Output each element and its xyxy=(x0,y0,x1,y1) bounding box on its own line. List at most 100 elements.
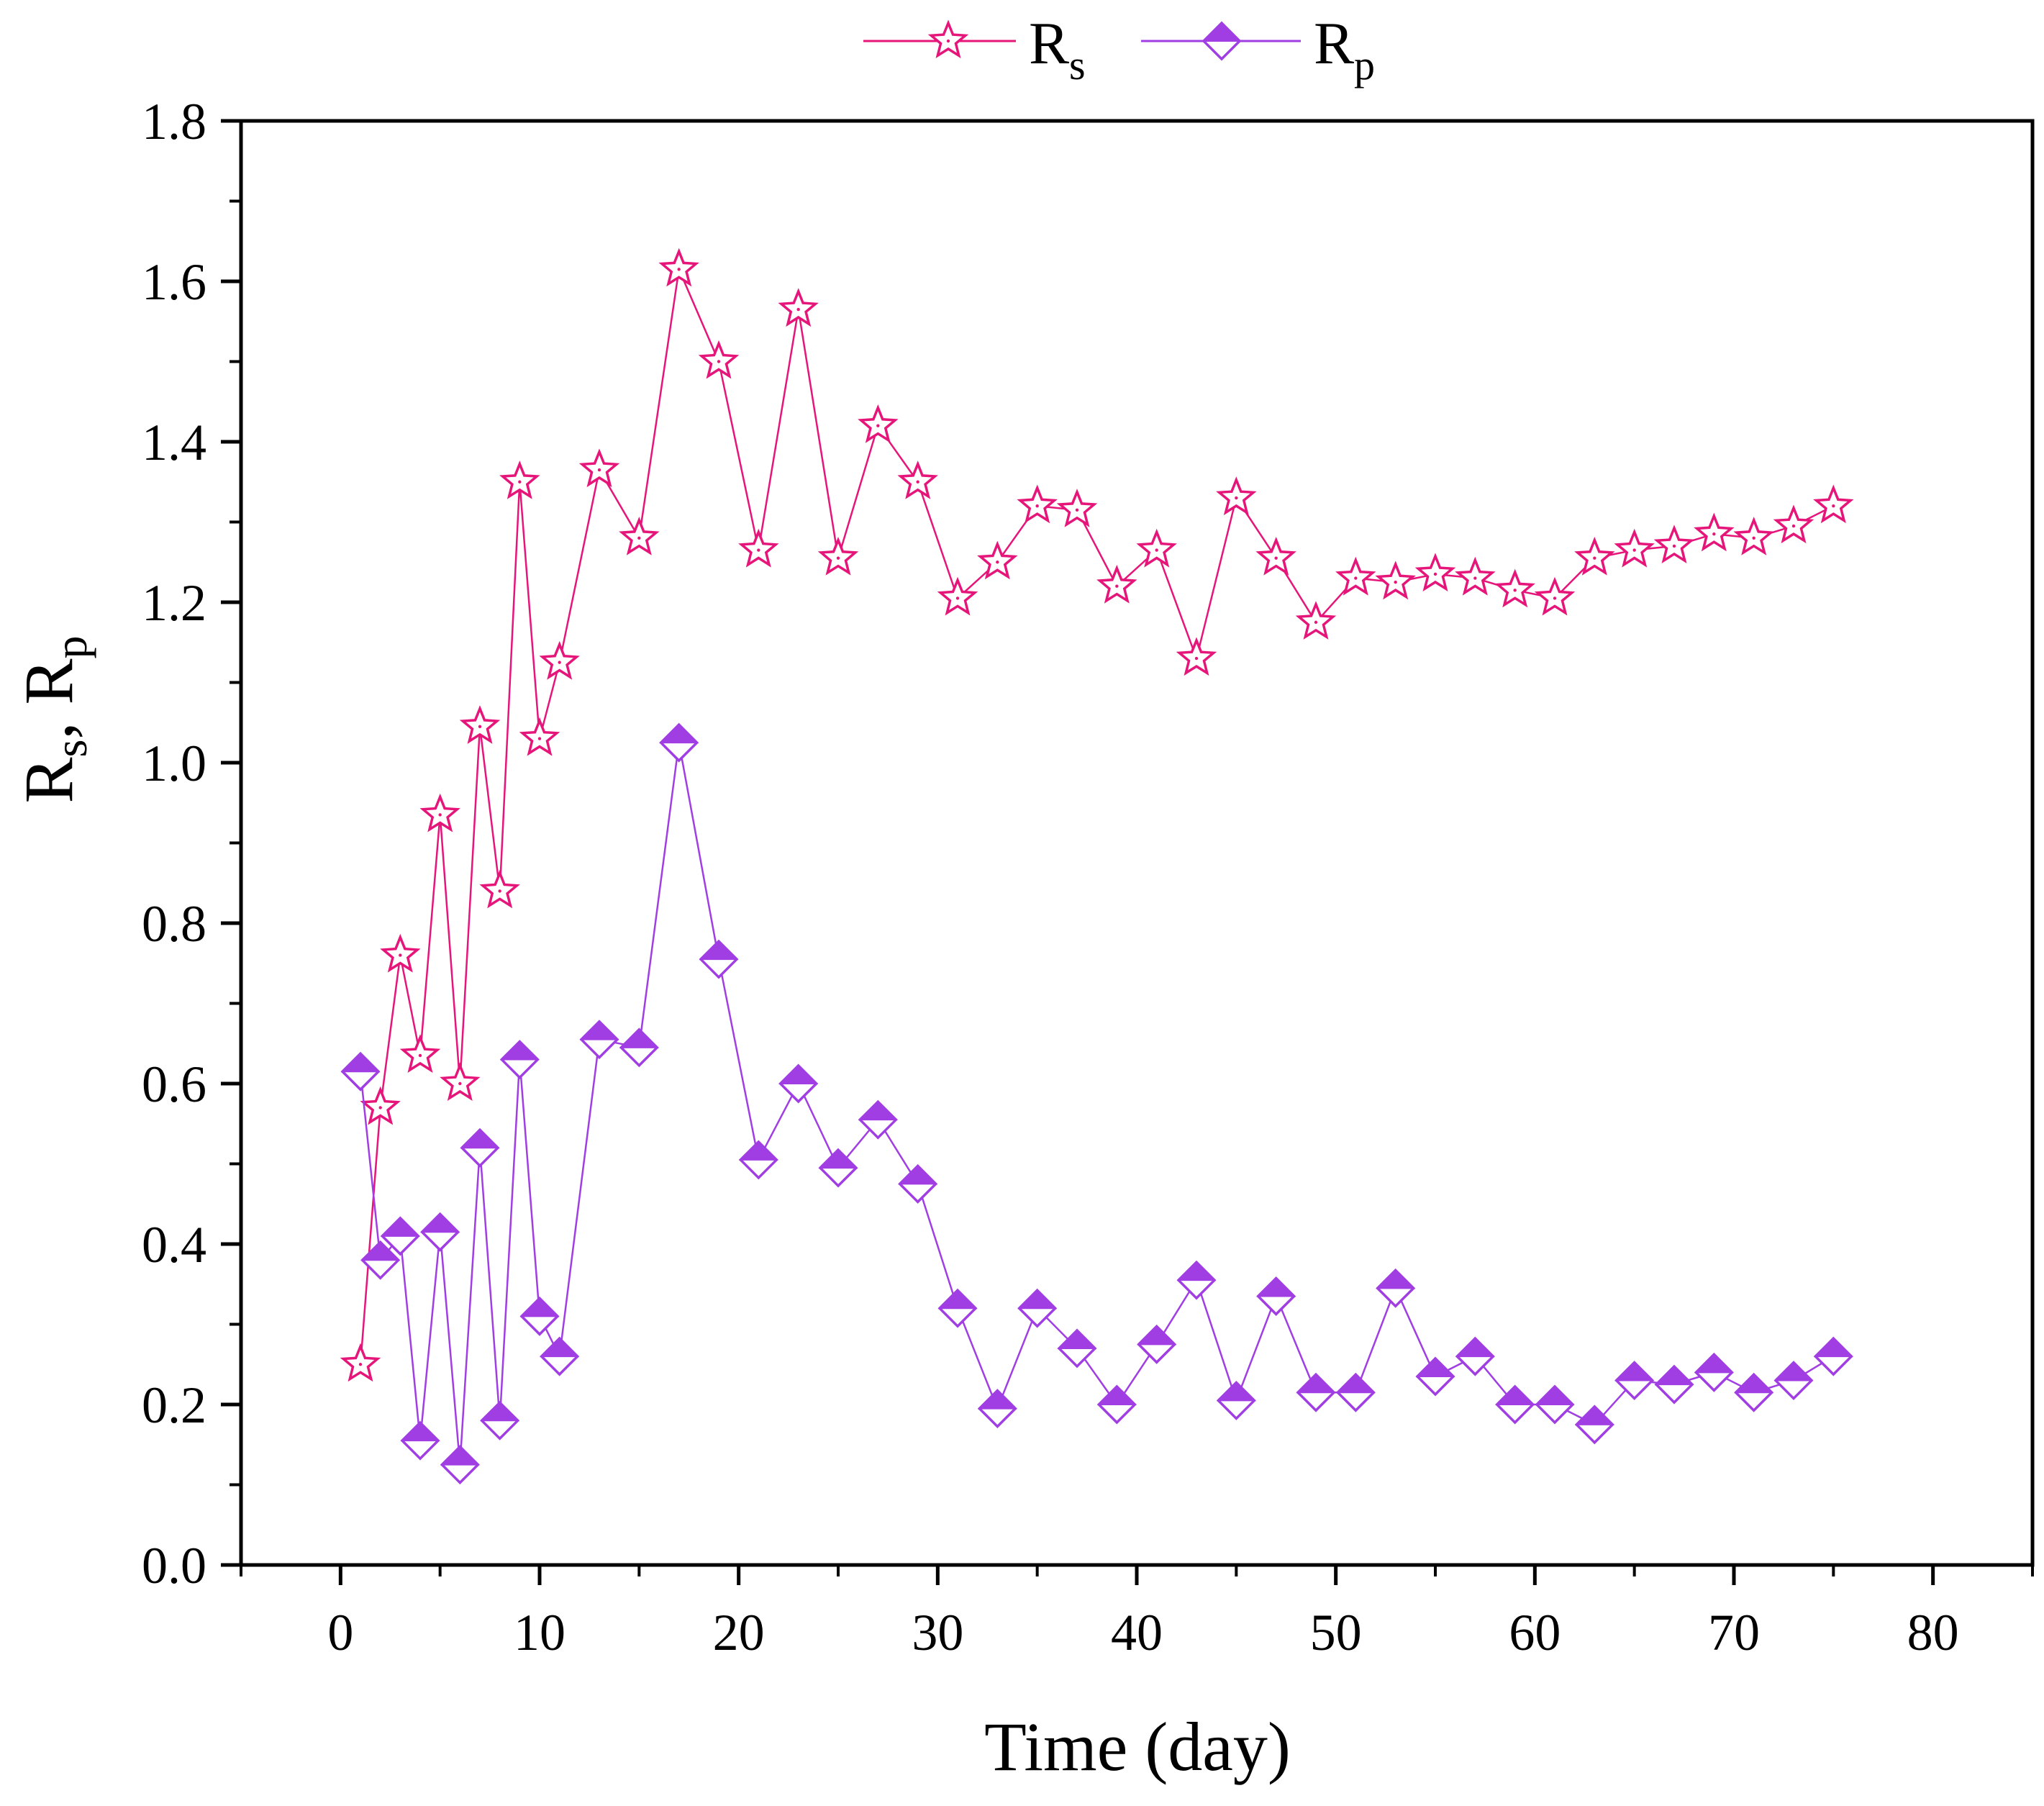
rs-star-marker xyxy=(1614,528,1655,568)
rs-star-marker xyxy=(360,1086,401,1125)
rp-diamond-fill xyxy=(1296,1373,1336,1394)
x-tick-label: 20 xyxy=(713,1604,765,1661)
rs-star-marker xyxy=(817,537,859,576)
rs-star-center xyxy=(1035,504,1039,508)
rs-star-center xyxy=(757,548,760,552)
y-tick-label: 0.8 xyxy=(142,895,206,953)
y-tick-label: 1.8 xyxy=(142,93,206,150)
rp-diamond-fill xyxy=(937,1289,978,1310)
legend: Rs Rp xyxy=(863,10,1375,89)
rs-star-marker xyxy=(578,448,620,488)
rp-diamond-fill xyxy=(738,1140,778,1161)
x-tick-label: 60 xyxy=(1509,1604,1561,1661)
rp-diamond-fill xyxy=(400,1421,440,1442)
rp-diamond-fill xyxy=(480,1401,520,1422)
rs-star-marker xyxy=(440,1062,481,1102)
rs-star-marker xyxy=(1335,556,1376,596)
x-tick-label: 70 xyxy=(1708,1604,1760,1661)
rs-star-center xyxy=(1712,532,1716,536)
rs-star-marker xyxy=(1733,517,1774,555)
rs-star-marker xyxy=(519,717,560,756)
rs-star-center xyxy=(876,424,880,427)
x-tick-label: 0 xyxy=(327,1604,353,1661)
y-tick-label: 0.0 xyxy=(142,1537,206,1594)
rs-star-center xyxy=(1394,580,1397,584)
rs-star-marker xyxy=(1574,536,1615,576)
rs-star-center xyxy=(1314,620,1318,625)
rs-star-marker xyxy=(539,640,580,680)
rs-star-center xyxy=(916,480,919,484)
rs-star-center xyxy=(458,1081,462,1086)
rs-star-marker xyxy=(1216,476,1257,516)
legend-rp-marker-diamond xyxy=(1202,21,1242,61)
rs-star-center xyxy=(836,556,840,560)
rs-star-marker xyxy=(937,576,978,616)
rs-star-center xyxy=(438,813,442,817)
rs-star-marker xyxy=(977,540,1018,580)
x-tick-label: 50 xyxy=(1310,1604,1362,1661)
rs-star-center xyxy=(1433,572,1437,576)
rp-diamond-fill xyxy=(1574,1405,1614,1425)
legend-rs-label: Rs xyxy=(1029,10,1086,89)
rs-star-marker xyxy=(380,933,421,973)
rp-diamond-fill xyxy=(1256,1277,1296,1297)
y-tick-label: 0.6 xyxy=(142,1056,206,1113)
rs-star-marker xyxy=(1694,512,1735,552)
rp-diamond-fill xyxy=(1376,1269,1416,1289)
rp-diamond-fill xyxy=(1734,1373,1774,1394)
rp-diamond-fill xyxy=(1057,1329,1097,1349)
rs-star-marker xyxy=(1056,489,1098,527)
x-axis-title: Time (day) xyxy=(984,1708,1291,1785)
legend-rp-subscript: p xyxy=(1354,42,1375,89)
rp-diamond-fill xyxy=(1654,1365,1694,1386)
rp-diamond-fill xyxy=(818,1148,858,1169)
rp-diamond-fill xyxy=(1096,1385,1137,1405)
rp-diamond-fill xyxy=(659,723,699,744)
rp-diamond-fill xyxy=(579,1020,619,1040)
rp-diamond-fill xyxy=(519,1297,560,1317)
rp-diamond-fill xyxy=(1202,22,1242,42)
rp-diamond-fill xyxy=(540,1337,580,1358)
rp-diamond-fill xyxy=(1694,1353,1734,1374)
rs-star-marker xyxy=(658,248,699,287)
rp-diamond-fill xyxy=(1495,1385,1535,1405)
rs-series-line xyxy=(359,266,1834,1365)
y-tick-label: 1.4 xyxy=(142,414,206,471)
rs-star-marker xyxy=(1534,576,1576,616)
rp-diamond-fill xyxy=(1176,1261,1217,1281)
rs-star-marker xyxy=(1375,561,1416,600)
y-axis-title: Rs, Rp xyxy=(10,636,96,804)
rs-star-center xyxy=(1274,556,1278,560)
rs-star-center xyxy=(1473,576,1477,580)
rs-star-center xyxy=(1155,548,1158,552)
x-tick-label: 40 xyxy=(1111,1604,1163,1661)
rs-star-center xyxy=(1354,576,1358,580)
rs-star-marker xyxy=(340,1343,381,1382)
rp-diamond-fill xyxy=(420,1212,460,1233)
y-tick-label: 1.2 xyxy=(142,574,206,632)
rs-star-center xyxy=(1791,524,1796,528)
rs-star-center xyxy=(717,360,721,363)
rs-star-center xyxy=(358,1363,363,1366)
rs-star-marker xyxy=(698,340,740,379)
rs-star-center xyxy=(558,661,561,664)
x-tick-label: 80 xyxy=(1907,1604,1959,1661)
rs-star-marker xyxy=(399,1034,441,1073)
rs-star-marker xyxy=(1295,601,1337,640)
rp-diamond-fill xyxy=(977,1389,1017,1410)
rs-star-center xyxy=(1194,656,1199,661)
rs-star-center xyxy=(1513,589,1517,592)
x-tick-label: 30 xyxy=(912,1604,963,1661)
legend-rp-label: Rp xyxy=(1314,10,1375,89)
rp-diamond-fill xyxy=(1216,1381,1256,1402)
rp-markers xyxy=(340,722,1853,1485)
rs-star-marker xyxy=(1176,637,1217,676)
rs-star-marker xyxy=(1494,568,1535,608)
legend-rs-marker-star xyxy=(927,19,969,58)
rs-star-marker xyxy=(1096,564,1137,604)
rs-star-center xyxy=(498,889,501,893)
rs-star-marker xyxy=(1136,528,1177,568)
rs-star-center xyxy=(537,737,542,740)
rs-star-marker xyxy=(897,460,938,499)
rs-star-center xyxy=(946,39,950,43)
